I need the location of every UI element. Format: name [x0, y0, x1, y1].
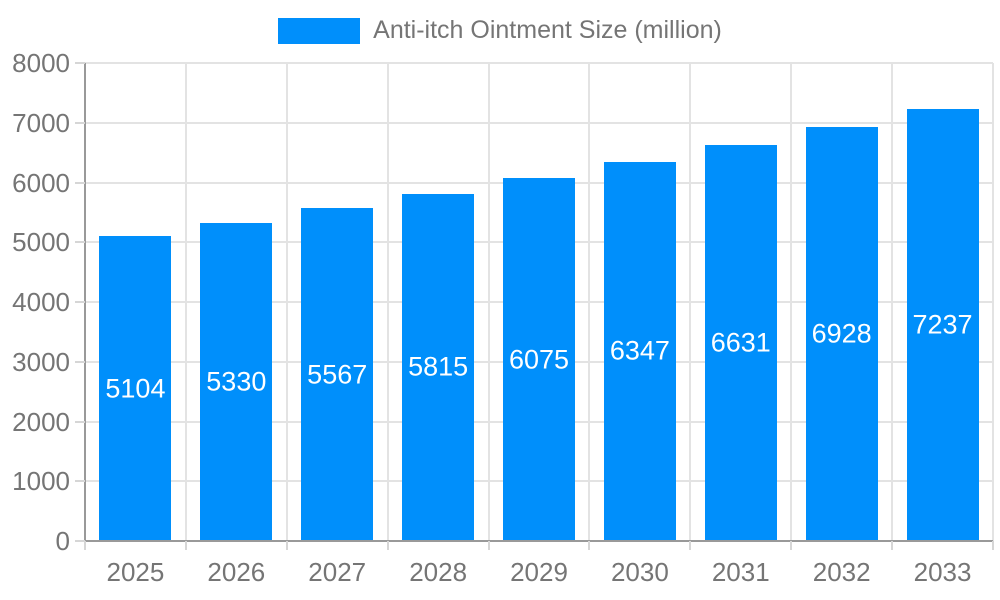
bar-2030[interactable]: 6347 — [603, 161, 676, 541]
y-axis-line — [84, 63, 86, 550]
bar-2028[interactable]: 5815 — [402, 193, 475, 541]
y-tick — [75, 241, 85, 244]
x-tick — [992, 541, 994, 550]
y-tick-label: 6000 — [12, 167, 70, 198]
y-tick-label: 5000 — [12, 227, 70, 258]
y-tick-label: 0 — [55, 526, 70, 556]
v-gridline — [487, 63, 490, 541]
y-tick-label: 1000 — [12, 466, 70, 497]
bar-2032[interactable]: 6928 — [805, 127, 878, 541]
bar-value-label: 5567 — [307, 359, 368, 390]
bar-value-label: 5815 — [408, 351, 469, 382]
x-tick — [891, 541, 894, 550]
y-tick — [75, 360, 85, 363]
legend[interactable]: Anti-itch Ointment Size (million) — [0, 16, 1000, 45]
y-tick-label: 2000 — [12, 406, 70, 437]
bar-value-label: 5104 — [105, 373, 166, 404]
x-tick — [285, 541, 288, 550]
y-tick — [75, 540, 85, 542]
h-gridline — [85, 121, 993, 124]
v-gridline — [386, 63, 389, 541]
bar-value-label: 6928 — [811, 318, 872, 349]
bar-value-label: 7237 — [912, 309, 973, 340]
bar-value-label: 5330 — [206, 366, 267, 397]
x-tick-label: 2031 — [711, 557, 770, 587]
bar-2031[interactable]: 6631 — [704, 144, 777, 541]
x-tick-label: 2033 — [913, 557, 972, 587]
legend-swatch — [278, 17, 361, 44]
x-tick — [184, 541, 187, 550]
bar-2029[interactable]: 6075 — [503, 178, 575, 541]
y-tick — [75, 62, 85, 64]
v-gridline — [689, 63, 692, 541]
x-tick-label: 2029 — [510, 557, 568, 587]
v-gridline — [285, 63, 288, 541]
h-gridline — [85, 62, 993, 64]
y-tick — [75, 420, 85, 423]
y-tick — [75, 121, 85, 124]
bar-2026[interactable]: 5330 — [200, 222, 273, 541]
x-tick-label: 2030 — [610, 557, 669, 587]
plot-area: 5104 5330 5567 5815 6075 6347 6631 6928 7237 — [85, 62, 994, 541]
bar-2027[interactable]: 5567 — [301, 208, 374, 541]
v-gridline — [992, 63, 994, 541]
y-tick-label: 8000 — [12, 48, 70, 78]
bar-value-label: 6631 — [710, 327, 771, 358]
legend-label: Anti-itch Ointment Size (million) — [373, 16, 722, 44]
x-tick — [386, 541, 389, 550]
x-tick — [790, 541, 793, 550]
x-tick-label: 2028 — [409, 557, 468, 587]
x-axis-line — [85, 540, 993, 542]
bar-value-label: 6075 — [508, 344, 570, 375]
bar-value-label: 6347 — [609, 335, 670, 366]
y-tick-label: 3000 — [12, 346, 70, 377]
x-tick-label: 2026 — [207, 557, 266, 587]
y-tick-label: 4000 — [12, 287, 70, 317]
y-tick — [75, 480, 85, 483]
x-tick — [487, 541, 490, 550]
y-tick — [75, 181, 85, 184]
y-tick-label: 7000 — [12, 107, 70, 138]
v-gridline — [891, 63, 894, 541]
v-gridline — [790, 63, 793, 541]
x-tick-label: 2025 — [106, 557, 165, 587]
x-tick — [689, 541, 692, 550]
v-gridline — [588, 63, 591, 541]
x-tick — [588, 541, 591, 550]
v-gridline — [184, 63, 187, 541]
y-tick — [75, 301, 85, 303]
x-tick — [84, 541, 86, 550]
bar-2033[interactable]: 7237 — [906, 108, 979, 541]
x-tick-label: 2027 — [308, 557, 367, 587]
bar-2025[interactable]: 5104 — [99, 236, 172, 541]
x-tick-label: 2032 — [812, 557, 871, 587]
